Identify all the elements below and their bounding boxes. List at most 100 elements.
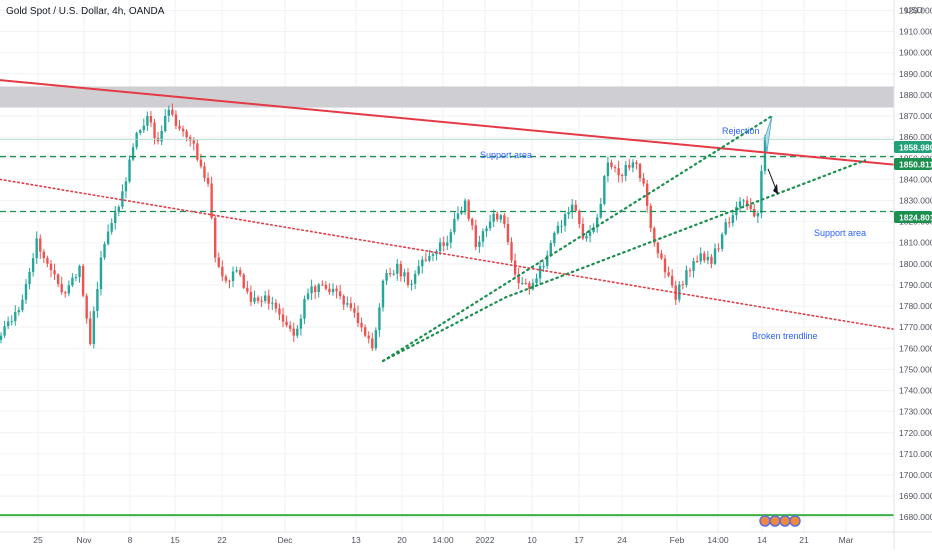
x-tick-label: Feb [670, 535, 685, 545]
candle-body [338, 291, 342, 297]
candle-body [699, 253, 702, 262]
candle-body [424, 259, 428, 261]
candle-body [81, 265, 85, 296]
candle-body [374, 330, 378, 349]
candle-body [549, 243, 552, 256]
candle-body [703, 253, 706, 261]
candle-body [160, 130, 163, 142]
candle-body [303, 299, 306, 319]
candle-body [442, 242, 445, 246]
candle-body [310, 286, 313, 294]
candle-body [203, 166, 206, 178]
candle-body [656, 242, 660, 254]
price-tag-last-text: 1858.980 [899, 143, 932, 153]
candle-body [660, 253, 663, 259]
candle-body [356, 312, 360, 323]
event-marker-icon[interactable] [779, 515, 791, 527]
candle-body [635, 162, 638, 164]
candle-body [96, 289, 99, 312]
candle-body [560, 225, 563, 227]
candle-body [0, 335, 3, 340]
candle-body [710, 256, 713, 264]
candle-body [114, 212, 117, 224]
annotation-support-upper: Support area [480, 150, 532, 160]
rising-base-line [381, 296, 507, 363]
candle-body [85, 295, 88, 319]
candle-body [321, 284, 324, 286]
y-tick-label: 1740.000 [899, 386, 932, 396]
candle-body [146, 116, 149, 126]
candle-body [246, 287, 249, 292]
y-tick-label: 1920.000 [899, 5, 932, 15]
x-tick-label: Nov [76, 535, 92, 545]
candle-body [388, 273, 392, 275]
candle-body [128, 159, 131, 182]
candle-body [460, 211, 463, 214]
time-axis[interactable]: 25 Nov 8 15 22 Dec 13 20 14:00 2022 10 17 24 Feb 14:00… [0, 531, 932, 545]
price-axis[interactable]: 1920.000 1910.000 1900.000 1890.000 1880.000… [893, 0, 932, 550]
candle-body [174, 114, 178, 126]
candle-body [199, 159, 203, 167]
y-tick-label: 1840.000 [899, 174, 932, 184]
annotation-rejection: Rejection [722, 126, 760, 136]
x-tick-label: 25 [33, 535, 43, 545]
y-tick-label: 1770.000 [899, 322, 932, 332]
candle-body [196, 143, 199, 160]
candle-body [574, 204, 577, 211]
resistance-zone-rect [0, 86, 894, 108]
candle-body [567, 212, 570, 215]
candle-body [471, 218, 474, 226]
candle-body [139, 130, 142, 133]
candle-body [60, 284, 63, 293]
x-tick-label: 13 [351, 535, 361, 545]
candle-body [153, 122, 156, 139]
event-marker-icon[interactable] [789, 515, 801, 527]
candle-body [603, 176, 606, 204]
candle-body [106, 231, 110, 245]
candle-body [64, 292, 67, 294]
candle-body [378, 307, 381, 331]
candle-body [317, 284, 320, 293]
candle-body [645, 183, 649, 206]
candle-body [606, 162, 610, 177]
y-tick-label: 1710.000 [899, 449, 932, 459]
candle-body [481, 231, 485, 242]
candle-body [292, 328, 295, 336]
candle-body [745, 200, 749, 205]
candle-body [513, 260, 517, 275]
x-tick-label: 17 [574, 535, 584, 545]
price-tag-support-upper-text: 1850.811 [899, 160, 932, 170]
candle-body [224, 276, 228, 281]
x-tick-label: 10 [527, 535, 537, 545]
rejection-triangle [764, 115, 773, 152]
candle-body [385, 273, 388, 281]
candle-body [49, 263, 53, 271]
candle-body [242, 274, 245, 288]
x-tick-label: 15 [170, 535, 180, 545]
event-marker-icon[interactable] [769, 515, 781, 527]
candle-body [349, 303, 353, 309]
rising-trendline-upper [381, 114, 774, 363]
candle-body [653, 228, 656, 243]
candle-body [453, 218, 456, 233]
candle-body [706, 256, 710, 261]
candle-body [463, 200, 467, 212]
candle-body [74, 276, 78, 278]
candle-body [35, 238, 38, 259]
candle-body [728, 222, 731, 224]
candle-body [528, 283, 531, 290]
price-tag-support-upper: 1850.811 [894, 158, 932, 170]
candle-body [631, 162, 635, 168]
y-tick-label: 1690.000 [899, 491, 932, 501]
event-markers[interactable] [759, 515, 801, 527]
candle-body [142, 125, 145, 131]
candle-body [610, 162, 613, 167]
candle-body [89, 318, 92, 345]
x-tick-label: 14 [757, 535, 767, 545]
x-tick-label: 8 [128, 535, 133, 545]
candle-body [488, 221, 492, 229]
candle-body [235, 270, 238, 272]
event-marker-icon[interactable] [759, 515, 771, 527]
